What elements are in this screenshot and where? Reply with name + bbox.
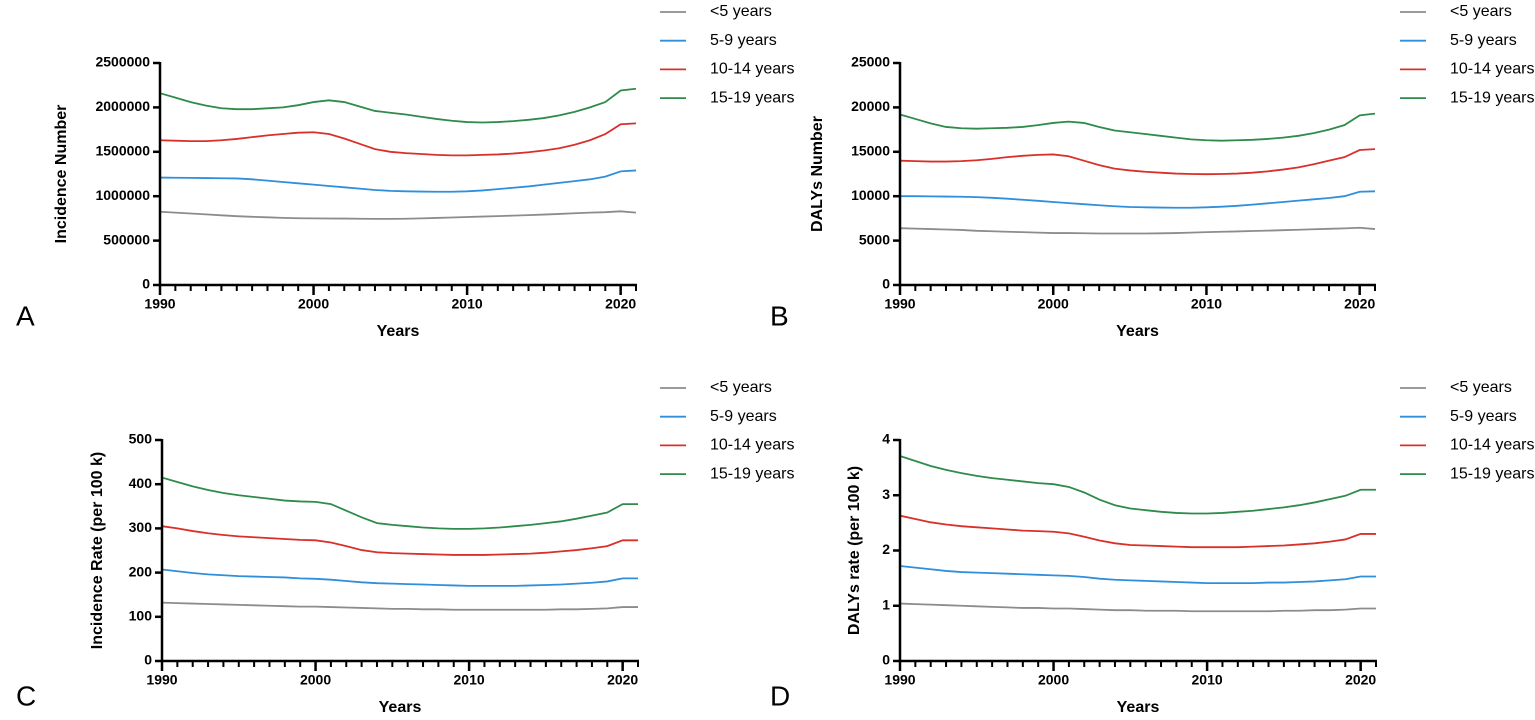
- y-tick-label: 15000: [851, 143, 890, 159]
- y-tick-label: 0: [142, 276, 150, 292]
- y-tick-label: 1: [882, 596, 890, 612]
- series-line: [899, 514, 1376, 549]
- x-tick-label: 2010: [454, 672, 485, 688]
- y-axis-label: Incidence Rate (per 100 k): [89, 452, 106, 649]
- legend-label: <5 years: [1450, 379, 1512, 396]
- y-tick-label: 100: [129, 608, 153, 624]
- y-tick-label: 0: [882, 652, 890, 668]
- y-tick-label: 400: [129, 475, 153, 491]
- y-tick-label: 0: [882, 276, 890, 292]
- x-tick-label: 1990: [884, 296, 915, 312]
- legend-label: 15-19 years: [710, 89, 795, 106]
- x-axis-label: Years: [1116, 323, 1159, 340]
- y-tick-label: 10000: [851, 187, 890, 203]
- series-line: [899, 455, 1376, 515]
- series-line: [161, 525, 638, 556]
- x-tick-label: 2010: [1191, 296, 1222, 312]
- series-line: [159, 87, 637, 124]
- y-tick-label: 3: [882, 486, 890, 502]
- legend-label: 10-14 years: [710, 437, 795, 454]
- legend-label: 15-19 years: [1450, 465, 1535, 482]
- x-axis-label: Years: [377, 323, 420, 340]
- y-axis-label: Incidence Number: [53, 105, 70, 244]
- y-tick-label: 1000000: [95, 187, 150, 203]
- series-line: [161, 601, 638, 611]
- y-tick-label: 4: [882, 431, 890, 447]
- series-line: [899, 565, 1376, 584]
- x-tick-label: 2010: [452, 296, 483, 312]
- y-tick-label: 25000: [851, 54, 890, 70]
- legend-label: 10-14 years: [1450, 61, 1535, 78]
- series-line: [899, 112, 1376, 142]
- series-line: [900, 190, 1376, 209]
- y-axis-label: DALYs Number: [809, 116, 826, 232]
- x-tick-label: 2000: [1038, 296, 1069, 312]
- panel-label: B: [770, 300, 789, 331]
- y-tick-label: 2000000: [95, 98, 150, 114]
- legend-label: 5-9 years: [1450, 408, 1517, 425]
- x-tick-label: 2020: [605, 296, 636, 312]
- panel-label: D: [770, 680, 790, 711]
- legend-label: 5-9 years: [710, 408, 777, 425]
- series-line: [161, 568, 638, 587]
- y-axis-label: DALYs rate (per 100 k): [846, 466, 863, 635]
- legend-label: 15-19 years: [710, 465, 795, 482]
- legend-label: 15-19 years: [1450, 89, 1535, 106]
- x-tick-label: 2010: [1192, 672, 1223, 688]
- legend-label: <5 years: [1450, 3, 1512, 20]
- x-axis-label: Years: [1117, 699, 1160, 716]
- x-tick-label: 1990: [884, 672, 915, 688]
- legend-label: 10-14 years: [1450, 437, 1535, 454]
- y-tick-label: 1500000: [95, 143, 150, 159]
- series-line: [159, 122, 637, 157]
- legend-label: 5-9 years: [1450, 32, 1517, 49]
- x-tick-label: 2020: [1344, 296, 1375, 312]
- panel-label: A: [16, 300, 35, 331]
- x-axis-label: Years: [379, 699, 422, 716]
- x-tick-label: 2000: [298, 296, 329, 312]
- y-tick-label: 200: [129, 563, 153, 579]
- series-line: [899, 602, 1376, 613]
- legend-label: 10-14 years: [710, 61, 795, 78]
- y-tick-label: 5000: [859, 231, 890, 247]
- y-tick-label: 500: [129, 431, 153, 447]
- y-tick-label: 500000: [103, 231, 150, 247]
- y-tick-label: 2500000: [95, 54, 150, 70]
- y-tick-label: 2: [882, 541, 890, 557]
- legend-label: <5 years: [710, 3, 772, 20]
- legend-label: 5-9 years: [710, 32, 777, 49]
- series-line: [159, 169, 637, 193]
- x-tick-label: 2020: [607, 672, 638, 688]
- x-tick-label: 2020: [1345, 672, 1376, 688]
- panel-label: C: [16, 680, 36, 711]
- series-line: [161, 476, 638, 530]
- series-line: [899, 148, 1376, 176]
- y-tick-label: 0: [144, 652, 152, 668]
- x-tick-label: 2000: [300, 672, 331, 688]
- y-tick-label: 20000: [851, 98, 890, 114]
- series-line: [159, 210, 637, 220]
- x-tick-label: 1990: [144, 296, 175, 312]
- x-tick-label: 2000: [1038, 672, 1069, 688]
- y-tick-label: 300: [129, 519, 153, 535]
- legend-label: <5 years: [710, 379, 772, 396]
- x-tick-label: 1990: [146, 672, 177, 688]
- series-line: [899, 226, 1376, 235]
